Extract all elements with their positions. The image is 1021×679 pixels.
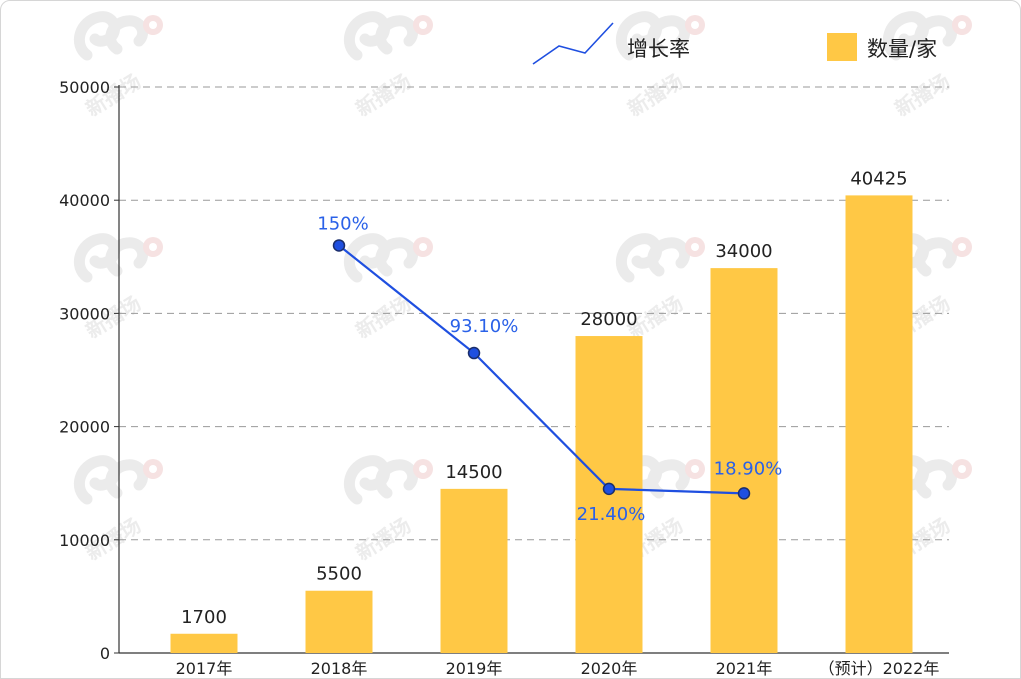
y-tick-label-30000: 30000 xyxy=(59,304,110,323)
bar-label-3: 14500 xyxy=(445,462,502,483)
y-tick-label-50000: 50000 xyxy=(59,78,110,97)
legend-line-swatch xyxy=(532,22,614,65)
watermark-text: 新播场 xyxy=(351,513,415,565)
x-axis-ticks: 2017年 2018年 2019年 2020年 2021年 （预计）2022年 xyxy=(176,659,940,678)
axes xyxy=(118,85,949,654)
growth-point-2 xyxy=(332,239,346,252)
growth-point-5 xyxy=(737,487,751,500)
watermark-1: 新播场 xyxy=(79,15,163,121)
bar-series xyxy=(170,195,913,653)
x-tick-label-5: 2021年 xyxy=(716,659,773,678)
legend: 增长率 数量/家 xyxy=(532,22,937,65)
grid-lines xyxy=(119,86,949,541)
x-tick-label-4: 2020年 xyxy=(581,659,638,678)
growth-point-3 xyxy=(467,346,481,360)
growth-line-series: 150% 93.10% 21.40% 18.90% xyxy=(317,213,782,524)
bar-label-6: 40425 xyxy=(850,168,907,189)
legend-bar-swatch xyxy=(827,33,857,61)
y-axis-ticks: 0 10000 20000 30000 40000 50000 xyxy=(59,78,119,663)
watermark-2: 新播场 xyxy=(349,15,433,121)
x-tick-label-3: 2019年 xyxy=(446,659,503,678)
bar-6 xyxy=(845,195,913,653)
bar-3 xyxy=(440,488,508,653)
watermark-5: 新播场 xyxy=(79,237,163,343)
x-tick-label-1: 2017年 xyxy=(176,659,233,678)
watermark-text: 新播场 xyxy=(351,69,415,121)
watermark-10: 新播场 xyxy=(349,459,433,565)
growth-line xyxy=(338,244,745,495)
bar-1 xyxy=(170,633,238,653)
x-tick-label-6: （预计）2022年 xyxy=(819,659,940,678)
bar-2 xyxy=(305,590,373,653)
bar-label-5: 34000 xyxy=(715,241,772,262)
growth-label-2: 150% xyxy=(317,213,368,234)
watermark-3: 新播场 xyxy=(621,15,705,121)
growth-label-3: 93.10% xyxy=(450,316,519,337)
growth-point-4 xyxy=(602,482,616,496)
growth-label-4: 21.40% xyxy=(577,504,646,525)
y-tick-label-20000: 20000 xyxy=(59,418,110,437)
y-tick-label-40000: 40000 xyxy=(59,191,110,210)
legend-label-count: 数量/家 xyxy=(867,37,937,61)
watermark-text: 新播场 xyxy=(623,69,687,121)
y-tick-label-10000: 10000 xyxy=(59,531,110,550)
legend-label-growth: 增长率 xyxy=(627,37,690,61)
watermark-text: 新播场 xyxy=(890,69,954,121)
bar-data-labels: 1700 5500 14500 28000 34000 40425 xyxy=(181,168,908,627)
x-tick-label-2: 2018年 xyxy=(311,659,368,678)
watermark-4: 新播场 xyxy=(888,15,972,121)
bar-5 xyxy=(710,268,778,653)
bar-label-1: 1700 xyxy=(181,607,227,628)
bar-label-2: 5500 xyxy=(316,564,362,585)
y-tick-label-0: 0 xyxy=(100,644,110,663)
growth-label-5: 18.90% xyxy=(714,458,783,479)
watermark-6: 新播场 xyxy=(349,237,433,343)
bar-label-4: 28000 xyxy=(580,309,637,330)
